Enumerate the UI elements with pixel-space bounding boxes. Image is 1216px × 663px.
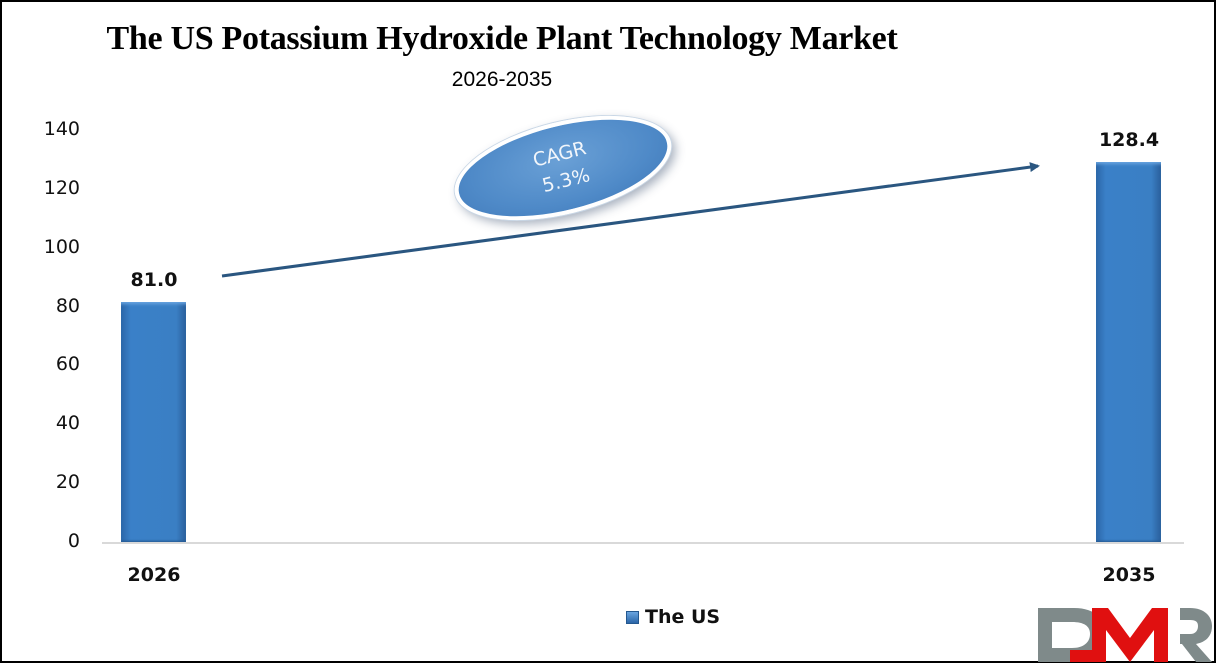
chart-subtitle: 2026-2035 bbox=[451, 68, 553, 91]
y-tick-100: 100 bbox=[43, 236, 80, 258]
y-tick-60: 60 bbox=[55, 353, 80, 375]
bar-2035 bbox=[1096, 162, 1161, 542]
chart-title: The US Potassium Hydroxide Plant Technol… bbox=[106, 20, 898, 57]
x-axis-line bbox=[102, 542, 1184, 544]
y-tick-140: 140 bbox=[43, 118, 80, 140]
x-label-2035: 2035 bbox=[1102, 564, 1156, 586]
y-tick-40: 40 bbox=[55, 412, 80, 434]
y-tick-80: 80 bbox=[55, 295, 80, 317]
x-label-2026: 2026 bbox=[127, 564, 181, 586]
y-tick-20: 20 bbox=[55, 471, 80, 493]
y-tick-120: 120 bbox=[43, 177, 80, 199]
chart-legend: The US bbox=[626, 606, 720, 628]
legend-label: The US bbox=[645, 606, 721, 628]
legend-swatch-icon bbox=[626, 610, 639, 624]
bar-value-label-2026: 81.0 bbox=[130, 269, 178, 291]
dmr-logo-icon bbox=[1038, 608, 1212, 662]
bar-2026 bbox=[121, 302, 186, 542]
y-tick-0: 0 bbox=[67, 530, 80, 552]
bar-value-label-2035: 128.4 bbox=[1098, 129, 1160, 151]
